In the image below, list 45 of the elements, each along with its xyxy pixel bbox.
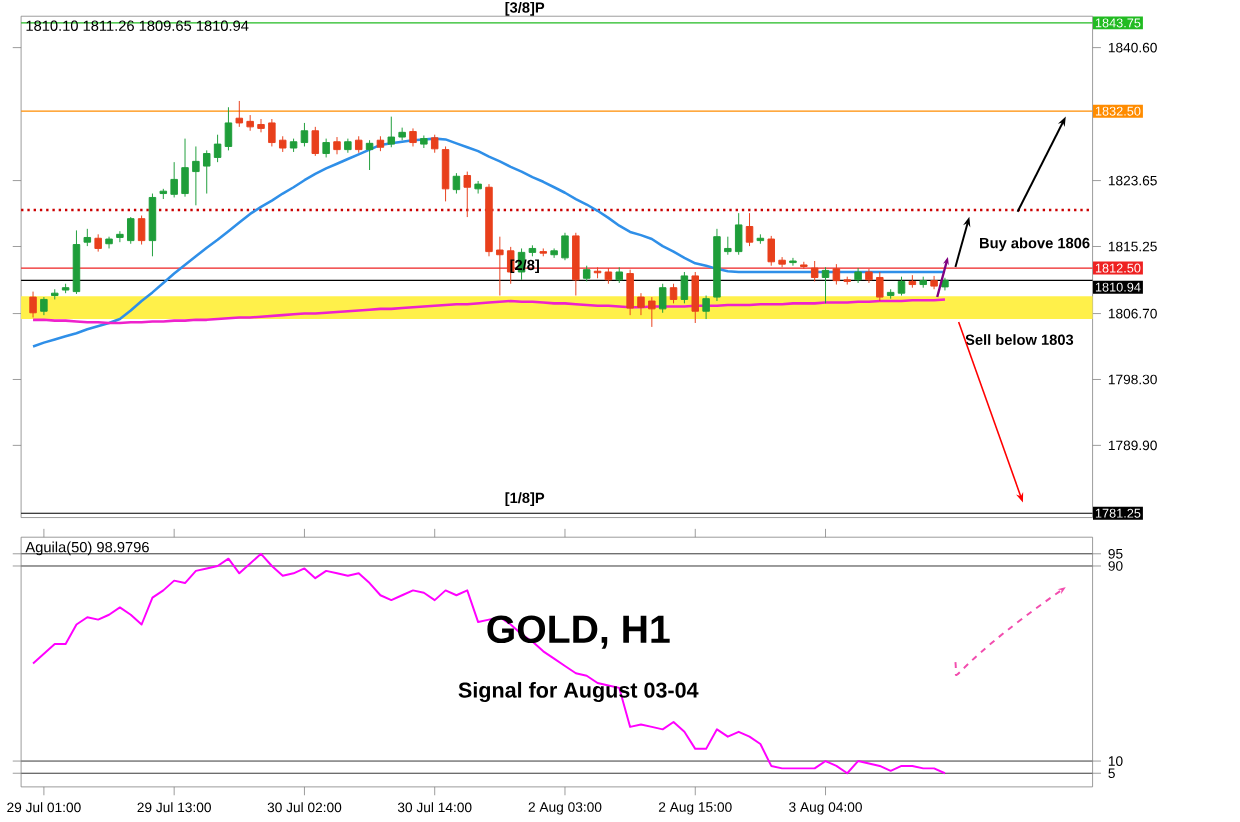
candlestick xyxy=(137,214,146,245)
candlestick xyxy=(941,277,949,291)
candlestick xyxy=(105,236,113,249)
candlestick xyxy=(289,138,298,153)
candlestick xyxy=(810,260,819,282)
candlestick xyxy=(376,135,385,152)
candlestick xyxy=(572,232,580,296)
candlestick xyxy=(430,134,439,154)
candlestick xyxy=(333,136,341,155)
candlestick xyxy=(452,172,461,194)
candlestick xyxy=(615,266,624,284)
candlestick xyxy=(702,294,710,320)
candlestick xyxy=(539,247,548,257)
candlestick xyxy=(474,180,482,194)
candlestick xyxy=(582,265,591,282)
candlestick xyxy=(854,267,862,284)
candlestick xyxy=(365,139,374,171)
candlestick xyxy=(669,283,678,304)
candlestick xyxy=(745,212,754,247)
candlestick xyxy=(821,266,830,304)
candlestick xyxy=(40,296,48,316)
candlestick xyxy=(463,170,472,218)
candlestick xyxy=(29,290,37,318)
candlestick xyxy=(756,233,765,245)
candlestick xyxy=(691,271,699,324)
candlestick xyxy=(658,283,667,314)
candlestick xyxy=(311,126,320,157)
candlestick xyxy=(300,122,309,147)
candlestick xyxy=(441,145,450,202)
candlestick xyxy=(680,271,689,304)
candlestick xyxy=(224,106,233,151)
candlestick xyxy=(528,244,537,257)
candlestick xyxy=(344,138,352,154)
candlestick xyxy=(148,192,157,257)
candlestick xyxy=(409,127,417,147)
candlestick xyxy=(322,138,330,158)
candlestick xyxy=(800,261,808,270)
candlestick xyxy=(908,274,917,289)
candlestick xyxy=(420,134,428,149)
candlestick xyxy=(919,276,927,289)
candlestick xyxy=(930,275,938,290)
candlestick xyxy=(83,228,92,247)
candlestick xyxy=(94,233,102,252)
candlestick xyxy=(354,135,363,154)
candlestick xyxy=(51,288,59,300)
